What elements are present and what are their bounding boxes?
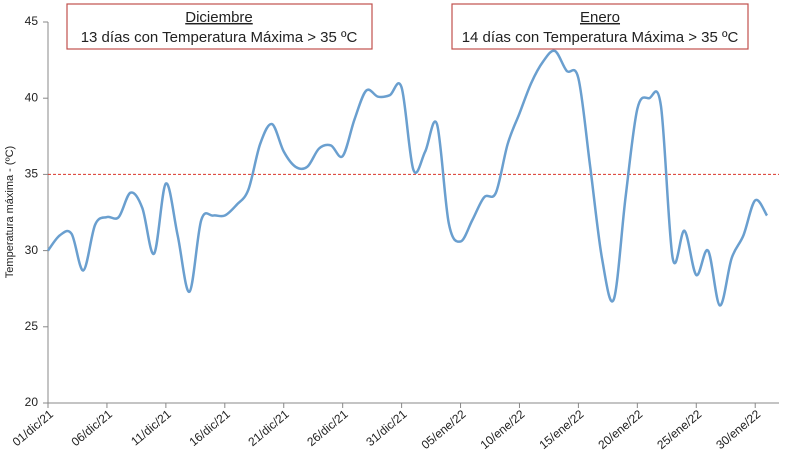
x-tick-label: 11/dic/21 [128,407,174,449]
annotation-frame [451,3,749,50]
annotation-title: Enero [580,9,620,26]
annotation-text: 14 días con Temperatura Máxima > 35 ºC [462,29,739,46]
data-line [46,49,769,307]
y-tick-label: 35 [25,167,39,181]
y-tick-label: 20 [25,395,39,409]
y-tick-label: 25 [25,319,39,333]
x-tick-label: 06/dic/21 [69,407,116,449]
x-tick-label: 31/dic/21 [363,407,410,449]
y-tick-label: 30 [25,243,39,257]
x-tick-label: 15/ene/22 [536,407,586,452]
x-tick-label: 20/ene/22 [595,407,645,452]
x-tick-label: 25/ene/22 [654,407,704,452]
y-tick-label: 45 [25,14,39,28]
annotation-box: Diciembre 13 días con Temperatura Máxima… [66,3,373,50]
x-tick-label: 30/ene/22 [713,407,763,452]
x-tick-label: 01/dic/21 [10,407,57,449]
annotation-frame [66,3,373,50]
annotation-title: Diciembre [185,9,253,26]
annotation-box: Enero 14 días con Temperatura Máxima > 3… [451,3,749,50]
x-tick-label: 10/ene/22 [478,407,528,452]
y-axis-label: Temperatura máxima - (ºC) [4,146,16,278]
annotation-text: 13 días con Temperatura Máxima > 35 ºC [81,29,358,46]
x-tick-label: 26/dic/21 [304,407,351,449]
y-tick-label: 40 [25,90,39,104]
x-tick-label: 16/dic/21 [186,407,233,449]
x-tick-label: 21/dic/21 [245,407,292,449]
x-tick-label: 05/ene/22 [419,407,469,452]
